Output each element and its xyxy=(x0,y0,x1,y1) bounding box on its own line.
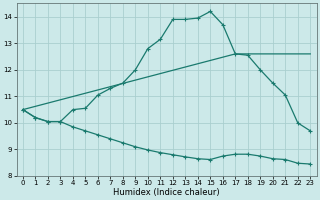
X-axis label: Humidex (Indice chaleur): Humidex (Indice chaleur) xyxy=(113,188,220,197)
